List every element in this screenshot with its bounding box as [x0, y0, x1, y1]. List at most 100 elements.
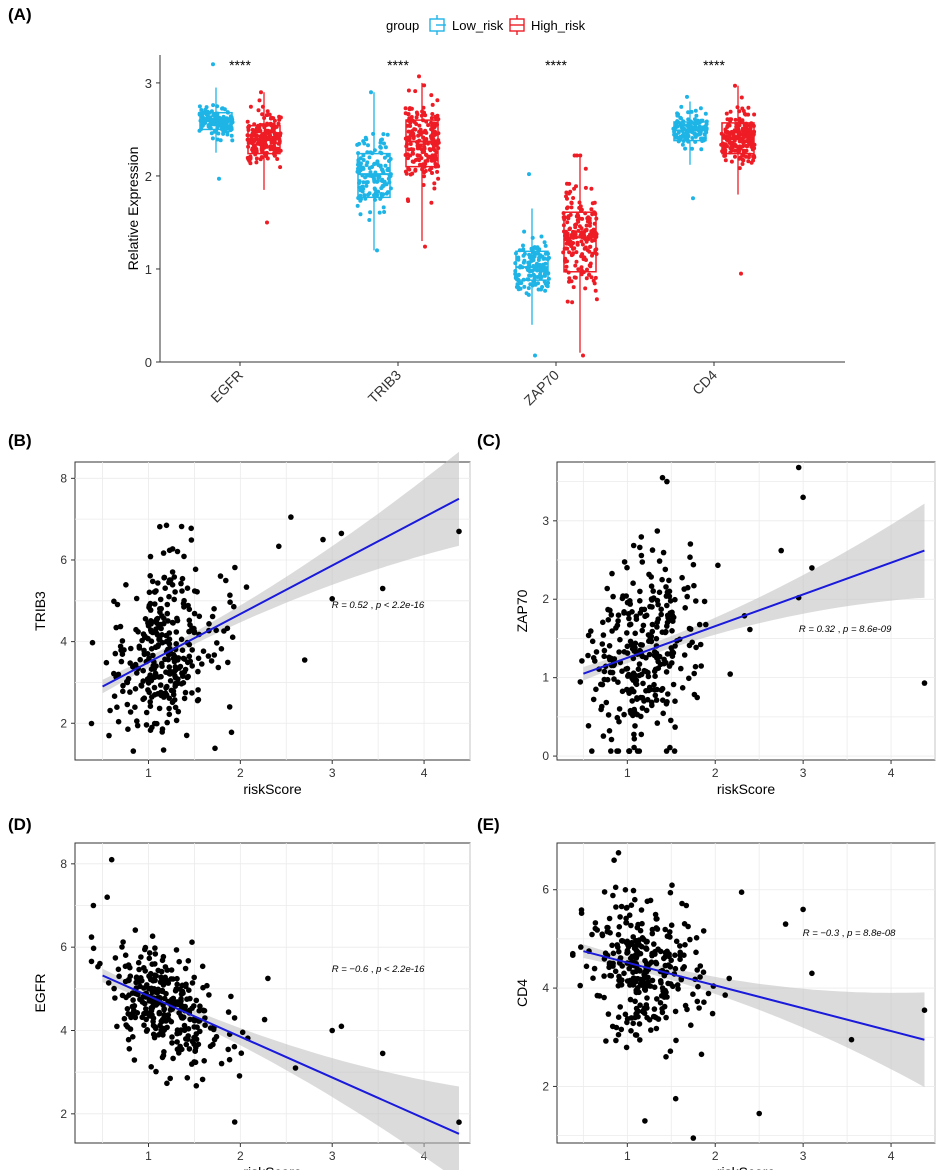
jitter-point [747, 127, 751, 132]
scatter-point [645, 687, 652, 694]
scatter-point [583, 963, 590, 970]
jitter-point [578, 153, 583, 158]
regression-line [102, 497, 460, 688]
scatter-point [624, 665, 631, 672]
jitter-point [408, 106, 413, 111]
jitter-point [229, 133, 234, 138]
scatter-point [659, 576, 665, 583]
scatter-point [655, 1016, 662, 1022]
jitter-point [744, 154, 748, 159]
scatter-point [809, 970, 815, 977]
scatter-point [177, 986, 183, 992]
jitter-point [731, 133, 736, 138]
jitter-point [737, 144, 742, 149]
scatter-point [601, 889, 608, 895]
x-tick-label: 1 [624, 1149, 631, 1163]
jitter-point [679, 116, 683, 121]
scatter-point [644, 898, 651, 905]
scatter-point [208, 658, 215, 664]
scatter-point [227, 592, 233, 598]
scatter-point [589, 931, 595, 938]
scatter-point [151, 666, 157, 672]
jitter-point [749, 160, 754, 165]
jitter-point [571, 285, 576, 290]
jitter-point [275, 157, 280, 161]
scatter-point [627, 996, 634, 1003]
jitter-point [747, 123, 752, 128]
scatter-point [124, 701, 131, 708]
scatter-point [199, 661, 205, 667]
jitter-point [272, 153, 277, 158]
scatter-point [168, 967, 175, 973]
scatter-point [651, 941, 657, 947]
box-low_risk-trib3 [357, 152, 391, 199]
scatter-point [693, 949, 699, 956]
jitter-point [592, 281, 597, 286]
scatter-point [650, 588, 656, 594]
y-tick-label: 2 [60, 716, 67, 730]
scatter-point [166, 577, 173, 583]
scatter-point [137, 983, 143, 990]
y-tick-label: 1 [145, 262, 152, 277]
jitter-point [572, 275, 577, 280]
scatter-point [218, 646, 225, 652]
x-tick-label: 4 [888, 766, 895, 780]
jitter-point [245, 119, 250, 124]
scatter-point [172, 704, 179, 711]
jitter-point [522, 251, 527, 256]
jitter-point [539, 254, 544, 259]
y-axis-title: CD4 [514, 979, 530, 1007]
scatter-point [174, 548, 181, 555]
scatter-point [653, 925, 660, 931]
scatter-point [682, 942, 688, 948]
scatter-point [141, 965, 147, 971]
scatter-point [156, 705, 163, 712]
jitter-point [694, 113, 699, 118]
scatter-point [643, 668, 649, 675]
scatter-point [292, 1065, 299, 1071]
annotation-separator: , [839, 928, 847, 939]
scatter-point [166, 641, 173, 647]
scatter-point [657, 661, 664, 668]
scatter-point [632, 723, 638, 729]
scatter-point [637, 544, 643, 551]
jitter-point [424, 137, 429, 141]
jitter-point [528, 255, 532, 260]
scatter-point [621, 559, 628, 565]
scatter-point [150, 1015, 157, 1021]
scatter-point [628, 902, 635, 908]
scatter-point [106, 732, 112, 739]
scatter-point [152, 961, 158, 967]
scatter-point [633, 616, 640, 622]
jitter-point [257, 98, 262, 103]
scatter-point [674, 982, 681, 988]
jitter-point [737, 148, 742, 153]
scatter-point [608, 748, 614, 754]
scatter-point [637, 1037, 643, 1043]
scatter-point [648, 699, 655, 706]
y-tick-label: 6 [60, 940, 67, 954]
scatter-point [179, 670, 185, 676]
correlation-annotation: R = 0.52 , p < 2.2e-16 [332, 600, 425, 611]
scatter-point [683, 902, 690, 909]
scatter-point [130, 1034, 136, 1040]
scatter-point [747, 626, 753, 633]
jitter-point [585, 267, 589, 272]
scatter-point [672, 952, 678, 958]
scatter-point [162, 585, 168, 591]
jitter-point [580, 216, 585, 221]
jitter-point [567, 276, 572, 281]
jitter-point [365, 160, 370, 165]
jitter-point [413, 127, 418, 132]
scatter-point [615, 944, 621, 950]
jitter-point [579, 226, 584, 231]
scatter-point [662, 926, 668, 933]
scatter-point [589, 638, 596, 645]
scatter-point [201, 1058, 207, 1064]
scatter-point [672, 965, 679, 972]
scatter-point [132, 1014, 139, 1021]
jitter-point [593, 275, 598, 280]
jitter-point [740, 153, 745, 158]
scatter-point [152, 972, 158, 978]
jitter-point [259, 146, 264, 151]
